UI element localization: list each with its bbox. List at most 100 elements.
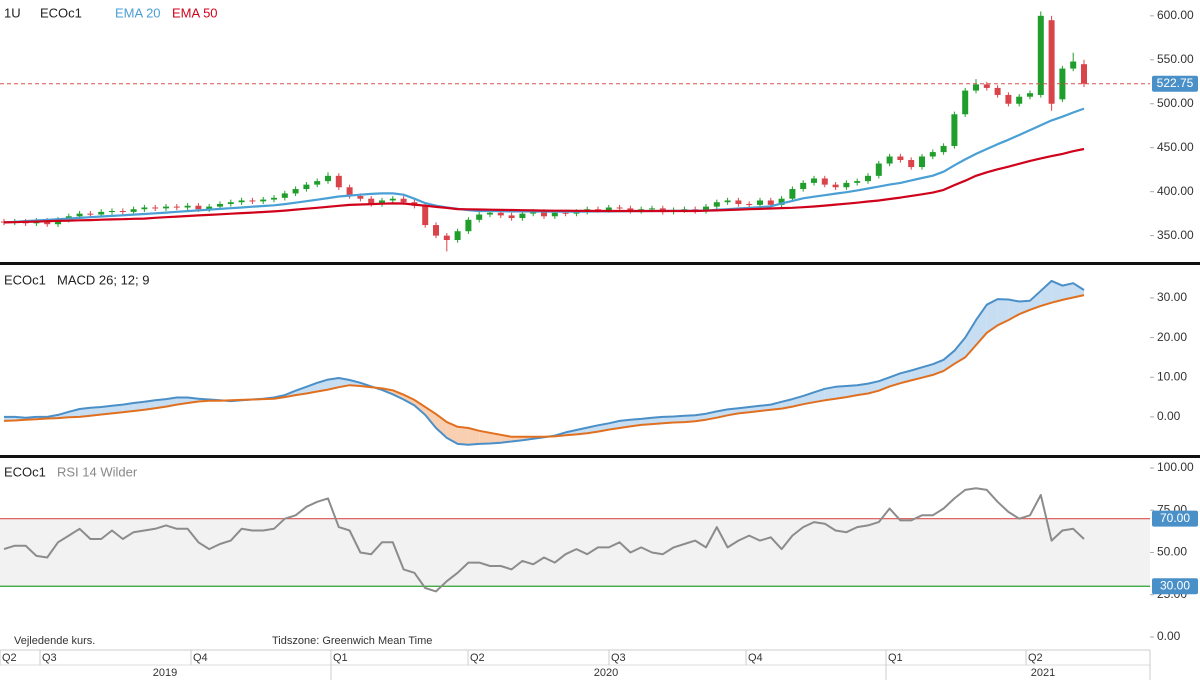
candle-body — [422, 205, 429, 226]
level-badge — [1152, 510, 1198, 527]
candle-body — [951, 114, 958, 146]
candle-body — [217, 203, 223, 207]
candle-body — [195, 205, 202, 210]
difference-fill — [997, 299, 1009, 326]
difference-fill — [112, 404, 123, 414]
candle-body — [389, 198, 396, 201]
candle-body — [119, 211, 126, 213]
difference-fill — [824, 386, 836, 401]
candle-body — [541, 211, 547, 217]
y-tick-label: 400.00 — [1157, 184, 1194, 198]
candle-body — [854, 181, 861, 183]
candle-body — [433, 225, 439, 236]
difference-fill — [1030, 290, 1041, 310]
y-tick-label: 20.00 — [1157, 330, 1187, 344]
candle-body — [44, 220, 51, 225]
candle-body — [789, 189, 796, 199]
candle-body — [303, 184, 310, 190]
candle-body — [1005, 94, 1012, 104]
last-price-label: 522.75 — [1157, 76, 1194, 90]
year-label: 2020 — [594, 667, 618, 679]
x-tick-label: Q2 — [2, 652, 17, 664]
difference-fill — [133, 401, 145, 411]
candle-body — [713, 202, 720, 207]
difference-fill — [986, 299, 998, 333]
series-line — [3, 147, 1085, 224]
candle-body — [865, 175, 871, 182]
indicator-name: MACD 26; 12; 9 — [57, 272, 150, 287]
candle-body — [1081, 64, 1087, 84]
panel-separator — [0, 262, 1200, 265]
y-tick-label: 350.00 — [1157, 228, 1194, 242]
interval: 1U — [4, 5, 21, 20]
candle-body — [703, 206, 709, 212]
candle-body — [152, 207, 159, 209]
legend-entry: EMA 20 — [115, 5, 161, 20]
candle-body — [1070, 61, 1077, 69]
difference-fill — [684, 415, 696, 423]
y-tick-label: 100.00 — [1157, 460, 1194, 474]
candle-body — [1059, 68, 1066, 100]
candle-body — [875, 163, 882, 176]
candle-body — [767, 200, 774, 205]
candle-body — [400, 198, 407, 203]
difference-fill — [468, 428, 480, 445]
candle-body — [476, 214, 483, 220]
x-tick-label: Q4 — [193, 652, 208, 664]
candle-body — [1016, 96, 1023, 104]
difference-fill — [122, 403, 134, 413]
candle-body — [109, 211, 115, 213]
y-tick-label: 600.00 — [1157, 8, 1194, 22]
candle-body — [724, 200, 731, 203]
candle-body — [735, 200, 742, 204]
candle-body — [368, 198, 375, 204]
difference-fill — [414, 399, 426, 415]
difference-fill — [403, 394, 415, 406]
candle-body — [627, 208, 634, 212]
year-label: 2021 — [1031, 667, 1055, 679]
candle-body — [379, 200, 385, 204]
candle-body — [832, 184, 839, 188]
candle-body — [87, 213, 94, 215]
difference-fill — [900, 370, 912, 384]
difference-fill — [922, 364, 933, 378]
difference-fill — [835, 386, 847, 399]
symbol: ECOc1 — [40, 5, 82, 20]
difference-fill — [90, 407, 102, 416]
candle-body — [994, 87, 1001, 95]
level-label: 30.00 — [1160, 578, 1190, 592]
difference-fill — [652, 416, 663, 425]
candle-body — [325, 175, 331, 182]
candle-body — [929, 152, 936, 157]
x-tick-label: Q1 — [333, 652, 348, 664]
candle-body — [530, 211, 537, 214]
level-band — [0, 518, 1150, 587]
candle-body — [292, 189, 299, 194]
candle-body — [281, 193, 288, 198]
difference-fill — [436, 414, 447, 438]
series-line — [3, 487, 1085, 593]
candle-body — [573, 211, 580, 214]
y-tick-label: 30.00 — [1157, 290, 1187, 304]
candle-body — [843, 182, 850, 188]
x-tick-label: Q3 — [42, 652, 57, 664]
candle-body — [649, 208, 655, 210]
candle-body — [141, 207, 148, 210]
candle-body — [897, 156, 904, 161]
candle-body — [238, 200, 245, 203]
candle-body — [443, 235, 450, 241]
candle-body — [346, 187, 353, 197]
candle-body — [519, 213, 526, 219]
difference-fill — [846, 385, 858, 398]
candle-body — [616, 207, 623, 209]
candle-body — [357, 196, 364, 199]
difference-fill — [770, 401, 782, 410]
x-tick-label: Q1 — [888, 652, 903, 664]
candle-body — [98, 211, 105, 215]
difference-fill — [479, 430, 490, 444]
candle-body — [227, 202, 234, 204]
difference-fill — [79, 407, 91, 417]
candle-body — [757, 200, 763, 205]
year-label: 2019 — [153, 667, 177, 679]
